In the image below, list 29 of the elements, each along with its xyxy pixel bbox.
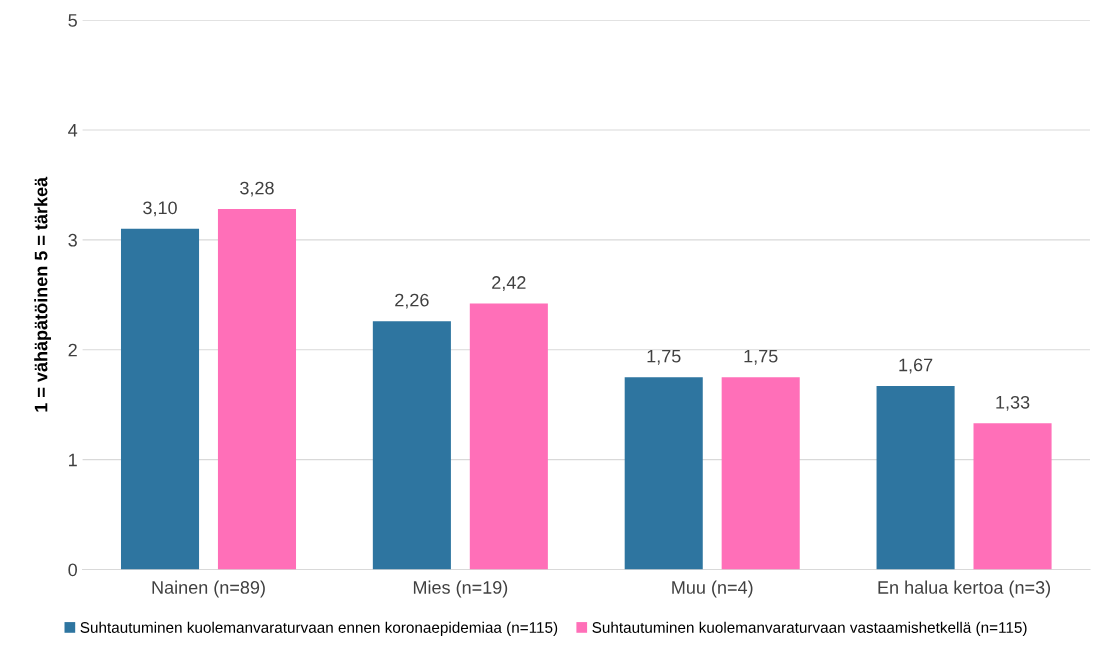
legend-label: Suhtautuminen kuolemanvaraturvaan ennen koronaepidemiaa (n=115) <box>80 621 558 636</box>
y-tick-label: 3 <box>68 233 77 247</box>
bar <box>217 209 297 570</box>
y-tick-label: 2 <box>68 343 77 357</box>
bar <box>973 423 1052 570</box>
data-label: 1,33 <box>996 395 1030 411</box>
bar <box>372 321 451 570</box>
data-label: 1,67 <box>899 358 933 374</box>
data-label: 2,26 <box>395 293 429 309</box>
legend-label: Suhtautuminen kuolemanvaraturvaan vastaamishetkellä (n=115) <box>592 621 1027 636</box>
bar <box>624 377 703 570</box>
data-label: 3,28 <box>240 181 274 197</box>
data-label: 3,10 <box>143 201 177 217</box>
x-tick-label: Mies (n=19) <box>413 580 508 598</box>
y-tick-label: 0 <box>68 563 78 577</box>
data-label: 1,75 <box>647 349 681 365</box>
bar <box>876 386 955 570</box>
bar <box>721 377 800 570</box>
y-tick-label: 4 <box>68 124 78 137</box>
bar <box>120 228 200 570</box>
data-label: 2,42 <box>492 276 526 292</box>
bar <box>469 303 548 570</box>
x-tick-label: Nainen (n=89) <box>152 580 265 598</box>
x-tick-label: En halua kertoa (n=3) <box>878 580 1051 598</box>
y-axis-title: 1 = vähäpätöinen 5 = tärkeä <box>34 176 52 412</box>
x-tick-label: Muu (n=4) <box>672 580 753 598</box>
data-label: 1,75 <box>744 349 778 365</box>
y-tick-label: 5 <box>68 14 77 27</box>
y-tick-label: 1 <box>69 453 77 467</box>
